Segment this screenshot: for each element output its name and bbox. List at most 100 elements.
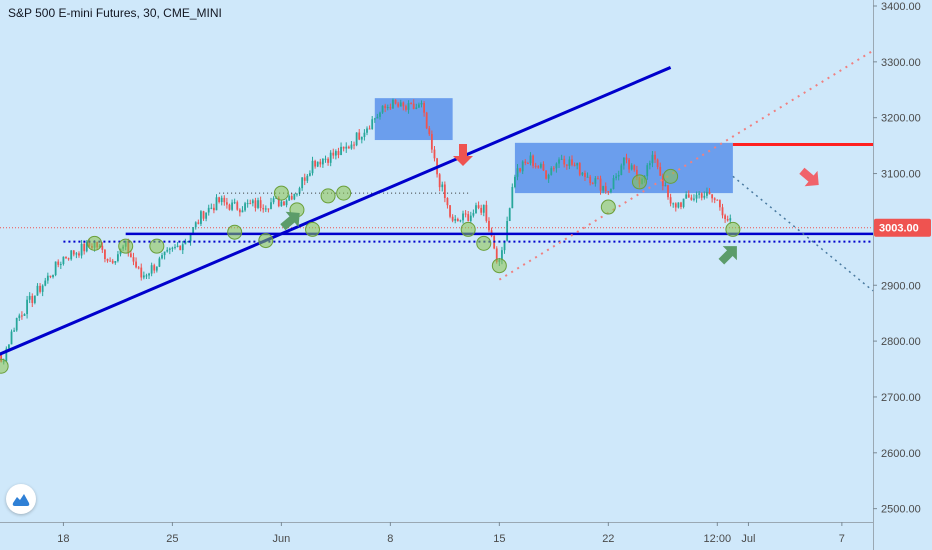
candle-body (469, 215, 472, 221)
candle-body (200, 211, 202, 224)
candle-body (277, 197, 280, 207)
chart-title: S&P 500 E-mini Futures, 30, CME_MINI (8, 6, 222, 20)
candle-body (347, 146, 350, 149)
candle-body (236, 202, 239, 210)
candle-body (358, 132, 361, 140)
candle-body (23, 314, 26, 316)
candle-body (589, 176, 592, 184)
candle-body (366, 128, 368, 133)
price-tick-label: 3400.00 (881, 1, 921, 13)
candle-body (140, 267, 143, 278)
candle-body (28, 295, 31, 300)
candle-body (109, 260, 112, 262)
candle-body (651, 154, 654, 164)
candle-body (57, 261, 60, 265)
candle-body (350, 144, 353, 149)
candle-body (633, 165, 636, 170)
candle-body (584, 172, 586, 177)
candle-body (321, 158, 324, 165)
candle-body (501, 250, 503, 261)
candle-body (555, 163, 558, 169)
candle-body (267, 208, 270, 210)
candle-body (420, 102, 423, 105)
candle-body (534, 165, 537, 167)
candle-body (52, 275, 54, 278)
candle-body (545, 170, 547, 179)
tradingview-logo[interactable] (6, 484, 36, 514)
date-tick-label: Jun (273, 533, 291, 545)
candle-body (402, 102, 405, 107)
candle-body (62, 256, 65, 265)
candle-body (529, 155, 532, 164)
touch-marker (149, 238, 165, 254)
candle-body (695, 194, 698, 199)
touch-marker (725, 221, 741, 237)
candle-body (225, 202, 228, 205)
candle-body (311, 160, 314, 174)
candle-body (719, 200, 721, 208)
touch-marker (476, 235, 492, 251)
candle-body (345, 146, 348, 149)
candle-body (33, 295, 36, 303)
price-tick-label: 2500.00 (881, 504, 921, 516)
candle-body (49, 275, 52, 278)
date-tick-label: 7 (839, 533, 845, 545)
candle-body (685, 194, 688, 199)
candle-body (539, 164, 542, 168)
candle-body (667, 185, 669, 198)
candle-body (373, 118, 376, 120)
price-tick-label: 3300.00 (881, 57, 921, 69)
candle-body (511, 186, 514, 209)
candle-body (480, 207, 483, 213)
candle-body (241, 210, 244, 213)
candle-body (472, 213, 475, 216)
candle-body (690, 197, 693, 200)
candle-body (163, 251, 166, 256)
candle-body (713, 198, 716, 200)
candle-body (111, 260, 114, 263)
candle-body (215, 197, 218, 211)
candle-body (117, 254, 119, 262)
candle-body (721, 207, 724, 216)
candle-body (568, 159, 571, 166)
candle-body (233, 202, 236, 204)
candle-body (15, 318, 18, 331)
candle-body (399, 102, 402, 107)
candle-body (54, 261, 57, 276)
candle-body (578, 163, 581, 175)
candle-body (192, 227, 195, 235)
candle-body (542, 164, 545, 171)
candle-body (174, 246, 176, 248)
candle-body (314, 160, 317, 167)
down-arrow-shape (799, 167, 819, 187)
candle-body (630, 165, 633, 170)
candle-body (488, 220, 490, 231)
price-tick-label: 3200.00 (881, 113, 921, 125)
candle-body (142, 275, 145, 278)
candle-body (148, 273, 150, 276)
up-arrow-shape (718, 246, 737, 265)
candle-body (106, 259, 109, 261)
candle-body (449, 205, 451, 217)
candle-body (259, 200, 262, 209)
candle-body (560, 158, 563, 160)
touch-marker (600, 199, 616, 215)
candle-body (150, 265, 153, 274)
candle-body (532, 155, 534, 166)
price-tick-label: 3100.00 (881, 169, 921, 181)
touch-marker (227, 224, 243, 240)
candle-body (18, 315, 21, 319)
ascending-trendline (0, 66, 672, 356)
candle-body (41, 285, 44, 292)
candle-body (415, 107, 418, 109)
candle-body (703, 195, 706, 198)
candle-body (228, 204, 231, 210)
candle-body (547, 174, 550, 179)
candle-body (604, 186, 607, 192)
down-arrow (799, 167, 819, 187)
candle-body (179, 245, 182, 251)
date-tick-label: 8 (387, 533, 393, 545)
candle-body (687, 194, 690, 198)
